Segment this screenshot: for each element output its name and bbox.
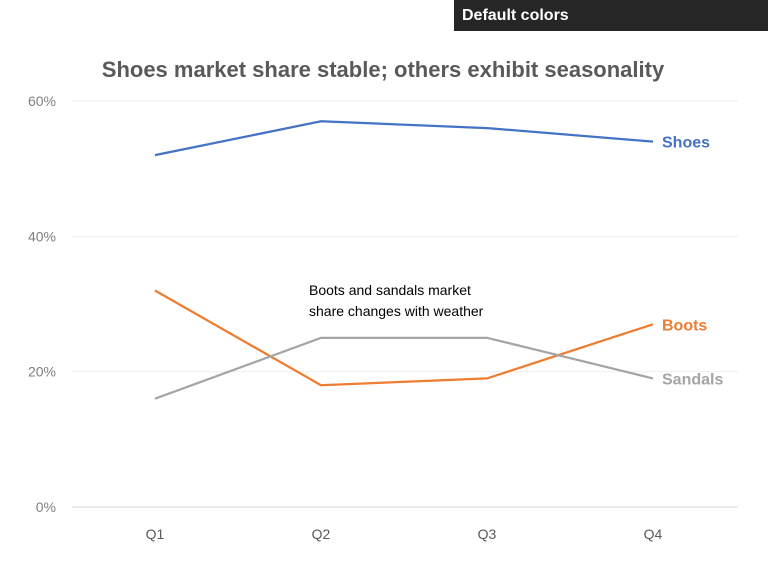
x-tick-label: Q4 — [644, 526, 663, 542]
series-line-shoes — [154, 120, 654, 157]
series-line-sandals — [154, 336, 654, 400]
series-label-shoes: Shoes — [662, 135, 710, 152]
series-label-sandals: Sandals — [662, 371, 723, 388]
y-tick-label: 60% — [28, 93, 56, 109]
y-tick-label: 40% — [28, 228, 56, 244]
default-colors-banner: Default colors — [454, 0, 768, 31]
annotation-line-2: share changes with weather — [309, 303, 484, 319]
series-label-boots: Boots — [662, 317, 707, 334]
y-tick-label: 20% — [28, 364, 56, 380]
chart-title: Shoes market share stable; others exhibi… — [102, 57, 665, 82]
x-tick-label: Q3 — [478, 526, 497, 542]
x-tick-label: Q2 — [312, 526, 331, 542]
annotation-line-1: Boots and sandals market — [309, 282, 471, 298]
series-line-boots — [154, 289, 654, 387]
x-tick-label: Q1 — [146, 526, 165, 542]
y-tick-label: 0% — [36, 499, 56, 515]
